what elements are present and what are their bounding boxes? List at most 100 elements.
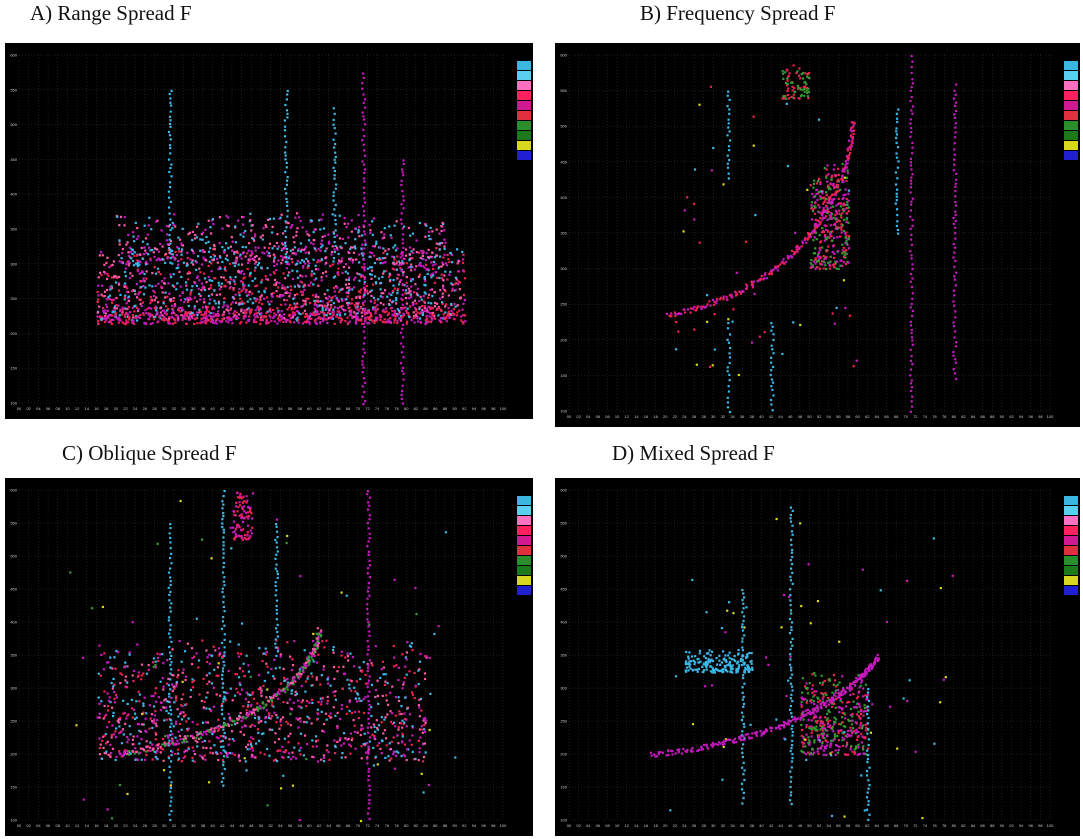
echo: [772, 409, 774, 411]
echo: [228, 312, 230, 314]
echo: [173, 213, 175, 215]
echo: [351, 231, 353, 233]
echo: [844, 177, 846, 179]
echo: [272, 226, 274, 228]
echo: [189, 315, 191, 317]
echo: [364, 733, 366, 735]
echo: [424, 672, 426, 674]
echo: [352, 656, 354, 658]
echo: [182, 228, 184, 230]
echo: [273, 265, 275, 267]
x-tick-label: 76: [932, 414, 937, 419]
echo: [279, 666, 281, 668]
echo: [436, 243, 438, 245]
echo: [286, 641, 288, 643]
echo: [235, 262, 237, 264]
echo: [291, 669, 293, 671]
echo: [362, 309, 364, 311]
echo: [402, 294, 404, 296]
x-tick-label: 18: [104, 823, 109, 828]
echo: [204, 229, 206, 231]
echo: [806, 189, 808, 191]
echo: [237, 317, 239, 319]
echo: [312, 745, 314, 747]
echo: [334, 174, 336, 176]
echo: [190, 689, 192, 691]
echo: [314, 655, 316, 657]
echo: [316, 676, 318, 678]
echo: [319, 228, 321, 230]
echo: [140, 303, 142, 305]
echo: [371, 289, 373, 291]
echo: [389, 304, 391, 306]
echo: [255, 309, 257, 311]
echo: [227, 321, 229, 323]
echo: [321, 305, 323, 307]
echo: [201, 282, 203, 284]
x-tick-label: 92: [462, 406, 467, 411]
echo: [205, 649, 207, 651]
echo: [254, 725, 256, 727]
echo: [303, 260, 305, 262]
echo: [848, 210, 850, 212]
echo: [254, 285, 256, 287]
echo: [168, 212, 170, 214]
echo: [232, 312, 234, 314]
echo: [370, 300, 372, 302]
echo: [396, 247, 398, 249]
echo: [911, 298, 913, 300]
echo: [955, 101, 957, 103]
echo: [129, 725, 131, 727]
echo: [107, 709, 109, 711]
echo: [292, 252, 294, 254]
echo: [308, 239, 310, 241]
echo: [156, 719, 158, 721]
echo: [345, 271, 347, 273]
echo: [728, 390, 730, 392]
echo: [804, 88, 806, 90]
echo: [166, 659, 168, 661]
x-tick-label: 28: [152, 823, 157, 828]
echo: [101, 285, 103, 287]
echo: [208, 265, 210, 267]
echo: [100, 274, 102, 276]
echo: [389, 280, 391, 282]
echo: [258, 717, 260, 719]
echo: [246, 252, 248, 254]
echo: [203, 314, 205, 316]
echo: [118, 254, 120, 256]
echo: [282, 716, 284, 718]
echo: [312, 259, 314, 261]
echo: [202, 285, 204, 287]
echo: [220, 276, 222, 278]
echo: [453, 303, 455, 305]
echo: [255, 300, 257, 302]
echo: [145, 718, 147, 720]
echo: [782, 73, 784, 75]
echo: [723, 296, 725, 298]
echo: [166, 719, 168, 721]
echo: [273, 257, 275, 259]
echo: [219, 242, 221, 244]
echo: [322, 244, 324, 246]
echo: [351, 712, 353, 714]
echo: [284, 146, 286, 148]
echo: [276, 295, 278, 297]
echo: [446, 320, 448, 322]
echo: [797, 87, 799, 89]
echo: [814, 195, 816, 197]
echo: [287, 735, 289, 737]
echo: [346, 679, 348, 681]
echo: [799, 88, 801, 90]
echo: [126, 665, 128, 667]
echo: [742, 290, 744, 292]
echo: [103, 717, 105, 719]
echo: [196, 300, 198, 302]
echo: [216, 693, 218, 695]
y-tick-label: 550: [560, 88, 567, 93]
echo: [358, 280, 360, 282]
echo: [339, 306, 341, 308]
echo: [387, 755, 389, 757]
echo: [370, 706, 372, 708]
echo: [374, 275, 376, 277]
